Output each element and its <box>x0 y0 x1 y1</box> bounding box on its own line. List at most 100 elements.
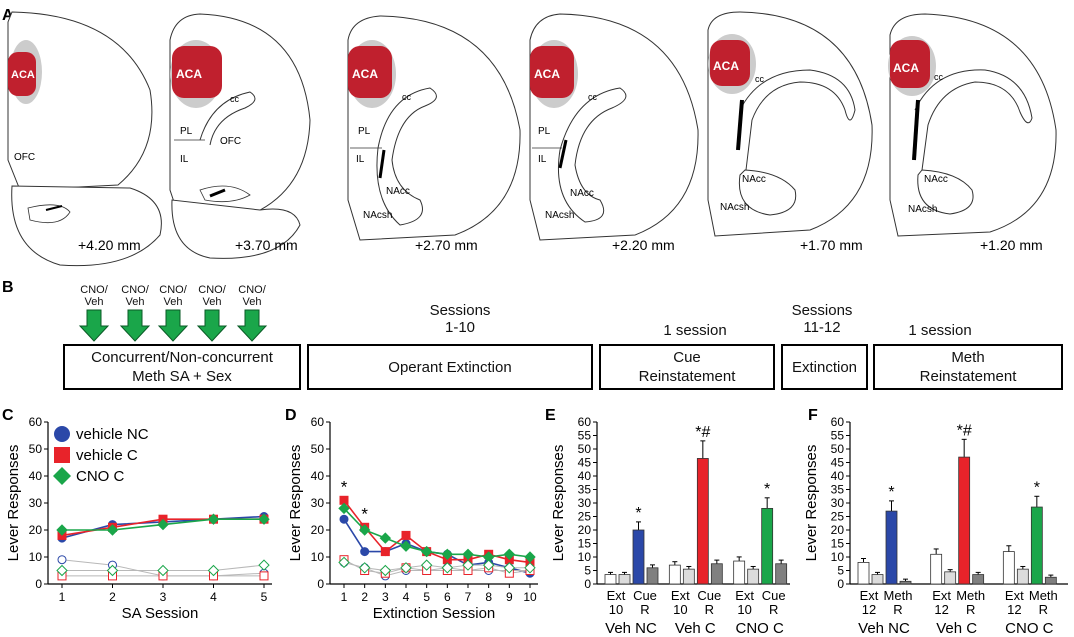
region-label: ACA <box>11 69 35 81</box>
y-tick-label: 5 <box>584 564 591 578</box>
data-point <box>400 562 412 574</box>
injection-label: CNO/ Veh <box>159 284 187 308</box>
region-label: NAcsh <box>545 210 574 221</box>
series-line <box>343 561 530 572</box>
panel-a-brain-sections: ACA OFC +4.20 mm ACA cc PL OFC IL +3.70 … <box>7 11 1057 267</box>
region-label: PL <box>180 126 193 137</box>
y-axis-label: Lever Responses <box>5 445 22 562</box>
bar <box>857 562 870 585</box>
phase-box-operant-extinction: Operant Extinction <box>307 344 593 390</box>
data-point <box>258 559 270 571</box>
series-line <box>343 518 531 574</box>
data-point <box>441 548 454 561</box>
bar-label: 10 <box>737 602 751 617</box>
data-point <box>524 551 536 563</box>
data-point <box>338 556 350 569</box>
bar-label: 10 <box>609 602 623 617</box>
bar <box>871 574 884 585</box>
bar <box>1002 551 1015 585</box>
section-coordinate: +1.70 mm <box>800 237 863 253</box>
x-tick-label: 1 <box>59 590 66 604</box>
y-tick-label: 25 <box>578 510 592 524</box>
aca-region <box>710 40 750 86</box>
region-label: cc <box>755 74 765 84</box>
series-line <box>343 559 531 574</box>
x-tick-label: 1 <box>341 590 348 604</box>
brain-section-1: ACA OFC +4.20 mm <box>7 11 162 267</box>
group-label: Veh C <box>936 620 977 637</box>
region-label: ACA <box>352 67 378 81</box>
y-tick-label: 35 <box>578 483 592 497</box>
x-tick-label: 3 <box>382 590 389 604</box>
y-tick-label: 45 <box>831 456 845 470</box>
brain-section-6: ACA cc NAcc NAcsh +1.20 mm <box>888 13 1057 253</box>
y-tick-label: 15 <box>578 537 592 551</box>
significance-marker: * <box>888 484 894 501</box>
region-label: NAcc <box>386 186 410 197</box>
region-label: IL <box>356 154 365 165</box>
bar-label: R <box>705 602 714 617</box>
y-tick-label: 0 <box>837 577 844 591</box>
region-label: cc <box>934 72 944 82</box>
data-point <box>462 559 474 571</box>
bar-label: R <box>893 602 902 617</box>
region-label: ACA <box>176 67 202 81</box>
series-line <box>343 507 531 558</box>
legend-marker-circle <box>54 426 70 442</box>
brain-section-2: ACA cc PL OFC IL +3.70 mm <box>169 13 311 259</box>
panel-b-injection-arrows <box>78 309 268 342</box>
bar <box>604 574 617 585</box>
y-tick-label: 40 <box>311 469 325 483</box>
y-tick-label: 10 <box>311 550 325 564</box>
data-point <box>441 562 454 574</box>
y-tick-label: 20 <box>29 523 43 537</box>
group-label: Veh C <box>675 620 716 637</box>
significance-marker: * <box>635 505 641 522</box>
session-count-label: 1 session <box>663 322 727 339</box>
bar-label: Ext <box>607 588 626 603</box>
y-tick-label: 5 <box>837 564 844 578</box>
data-point <box>524 562 536 574</box>
y-tick-label: 40 <box>29 469 43 483</box>
x-tick-label: 3 <box>160 590 167 604</box>
bar <box>646 567 659 585</box>
aca-region <box>530 46 574 98</box>
y-tick-label: 30 <box>311 496 325 510</box>
data-point <box>207 513 220 525</box>
region-label: ACA <box>534 67 560 81</box>
bar-label: Meth <box>1029 588 1058 603</box>
y-tick-label: 0 <box>35 577 42 591</box>
x-tick-label: 6 <box>444 590 451 604</box>
data-point <box>401 530 411 540</box>
y-axis-label: Lever Responses <box>803 445 820 562</box>
data-point <box>338 502 350 515</box>
data-point <box>482 559 495 571</box>
x-tick-label: 9 <box>506 590 513 604</box>
region-label: cc <box>588 92 598 102</box>
aca-region <box>172 46 222 98</box>
brain-section-3: ACA cc PL IL NAcc NAcsh +2.70 mm <box>347 15 521 253</box>
bar-label: R <box>1039 602 1048 617</box>
significance-marker: * <box>764 481 770 498</box>
injection-label: CNO/ Veh <box>121 284 149 308</box>
data-point <box>358 562 371 574</box>
data-point <box>503 562 516 574</box>
bar <box>1044 576 1057 585</box>
bar-label: 12 <box>934 602 948 617</box>
y-tick-label: 50 <box>29 442 43 456</box>
bar-label: Ext <box>932 588 951 603</box>
x-tick-label: 10 <box>523 590 537 604</box>
x-axis-label: SA Session <box>122 605 199 622</box>
bar <box>761 507 774 585</box>
bar-label: R <box>769 602 778 617</box>
significance-marker: * <box>361 504 368 523</box>
region-label: PL <box>538 126 551 137</box>
sessions-label: Sessions 11-12 <box>791 302 853 336</box>
data-point <box>420 545 433 558</box>
bar-label: Meth <box>884 588 913 603</box>
section-coordinate: +4.20 mm <box>78 237 141 253</box>
bar-label: Ext <box>735 588 754 603</box>
region-label: NAcsh <box>908 204 937 215</box>
